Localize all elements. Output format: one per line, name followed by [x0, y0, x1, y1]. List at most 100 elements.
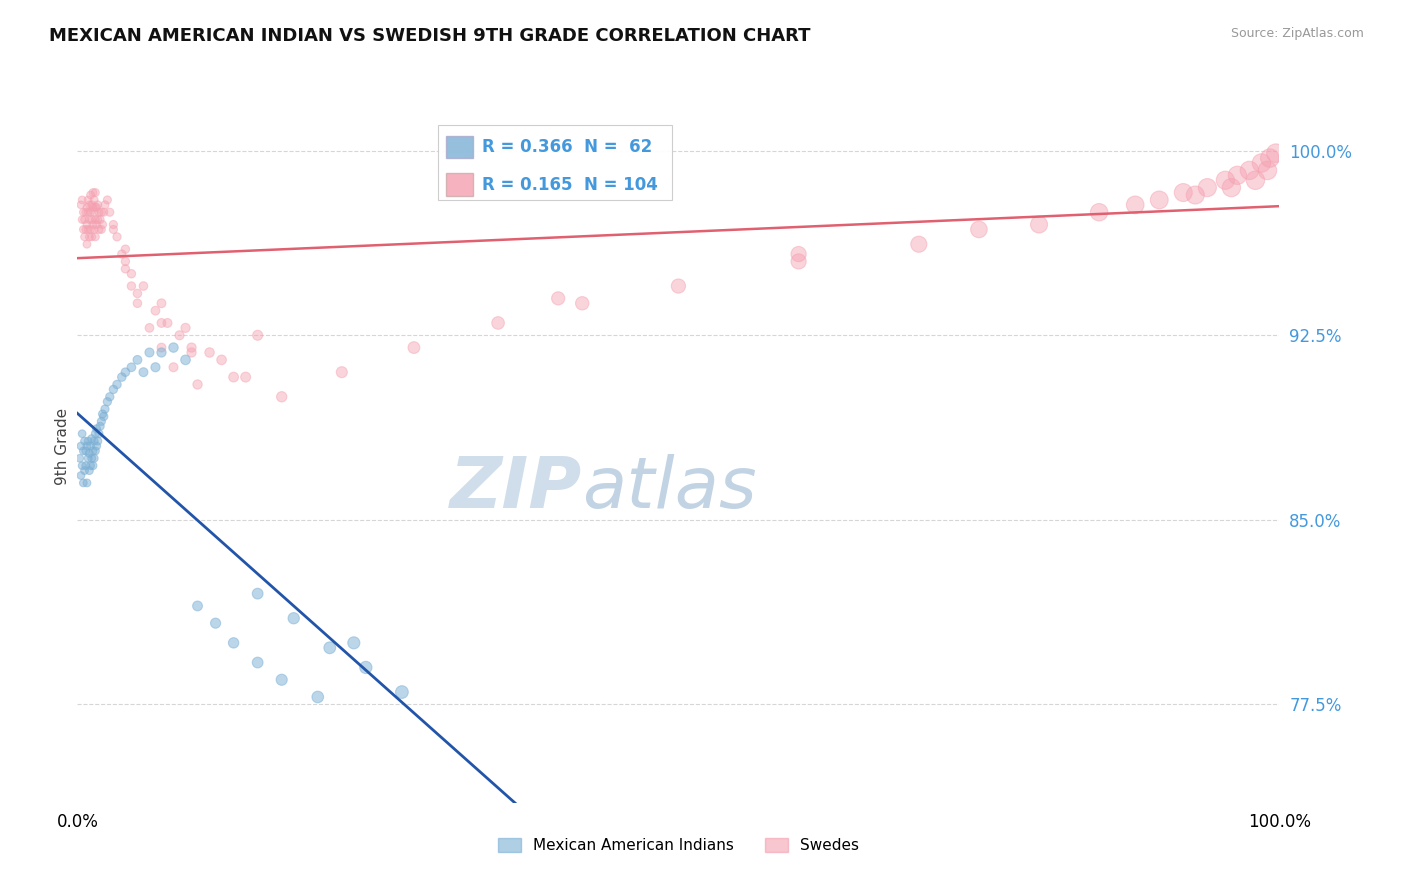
Point	[79, 464, 101, 478]
Point	[70, 198, 93, 212]
Point	[98, 205, 121, 219]
Point	[132, 365, 155, 379]
Point	[79, 188, 101, 202]
Point	[86, 439, 108, 453]
Point	[270, 390, 292, 404]
Point	[73, 230, 96, 244]
Point	[111, 370, 134, 384]
Point	[103, 218, 125, 232]
Point	[75, 205, 97, 219]
Point	[186, 377, 209, 392]
Point	[80, 212, 103, 227]
Point	[83, 205, 105, 219]
Point	[86, 218, 108, 232]
Point	[120, 279, 142, 293]
Point	[76, 439, 98, 453]
Point	[79, 458, 101, 473]
Point	[72, 222, 94, 236]
Point	[908, 237, 931, 252]
Point	[75, 222, 97, 236]
Point	[72, 205, 94, 219]
Point	[114, 242, 136, 256]
Point	[70, 458, 93, 473]
Point	[73, 464, 96, 478]
Point	[1197, 180, 1219, 194]
Point	[76, 200, 98, 214]
Point	[79, 222, 101, 236]
Point	[84, 186, 107, 200]
Point	[87, 434, 110, 448]
Point	[69, 451, 91, 466]
Point	[1258, 151, 1281, 165]
Point	[80, 230, 103, 244]
Point	[80, 432, 103, 446]
Point	[87, 222, 110, 236]
Point	[87, 212, 110, 227]
Point	[72, 444, 94, 458]
Point	[150, 345, 173, 359]
Point	[83, 434, 105, 448]
Y-axis label: 9th Grade: 9th Grade	[55, 408, 70, 484]
Point	[84, 200, 107, 214]
Point	[84, 426, 107, 441]
Point	[70, 468, 93, 483]
Point	[1239, 163, 1261, 178]
Point	[86, 422, 108, 436]
Point	[84, 212, 107, 227]
Point	[174, 321, 197, 335]
Point	[105, 230, 128, 244]
Point	[1226, 169, 1249, 183]
Point	[180, 341, 202, 355]
Point	[96, 394, 118, 409]
Point	[93, 409, 115, 424]
Point	[283, 611, 305, 625]
Point	[246, 328, 269, 343]
Point	[75, 458, 97, 473]
Point	[402, 341, 425, 355]
Point	[80, 451, 103, 466]
Point	[1149, 193, 1171, 207]
Point	[84, 230, 107, 244]
Point	[150, 316, 173, 330]
Point	[391, 685, 413, 699]
Point	[1028, 218, 1050, 232]
Point	[89, 212, 111, 227]
FancyBboxPatch shape	[446, 136, 472, 159]
Point	[120, 360, 142, 375]
Point	[571, 296, 593, 310]
Point	[1088, 205, 1111, 219]
Point	[270, 673, 292, 687]
Point	[162, 341, 184, 355]
Point	[93, 205, 115, 219]
Point	[96, 193, 118, 207]
Point	[1173, 186, 1195, 200]
Point	[145, 303, 167, 318]
Point	[132, 279, 155, 293]
Text: ZIP: ZIP	[450, 454, 582, 524]
Point	[156, 316, 179, 330]
Point	[967, 222, 990, 236]
Point	[486, 316, 509, 330]
Point	[77, 451, 100, 466]
Point	[98, 390, 121, 404]
Point	[82, 444, 104, 458]
Point	[76, 218, 98, 232]
FancyBboxPatch shape	[439, 125, 672, 200]
Point	[70, 193, 93, 207]
Text: Source: ZipAtlas.com: Source: ZipAtlas.com	[1230, 27, 1364, 40]
Point	[145, 360, 167, 375]
Point	[79, 446, 101, 460]
Point	[120, 267, 142, 281]
Point	[70, 426, 93, 441]
Point	[114, 254, 136, 268]
Point	[94, 402, 117, 417]
Point	[73, 212, 96, 227]
Point	[235, 370, 257, 384]
Point	[246, 656, 269, 670]
Point	[79, 230, 101, 244]
Point	[77, 193, 100, 207]
Point	[1220, 180, 1243, 194]
Text: atlas: atlas	[582, 454, 756, 524]
Point	[79, 439, 101, 453]
Point	[204, 616, 226, 631]
